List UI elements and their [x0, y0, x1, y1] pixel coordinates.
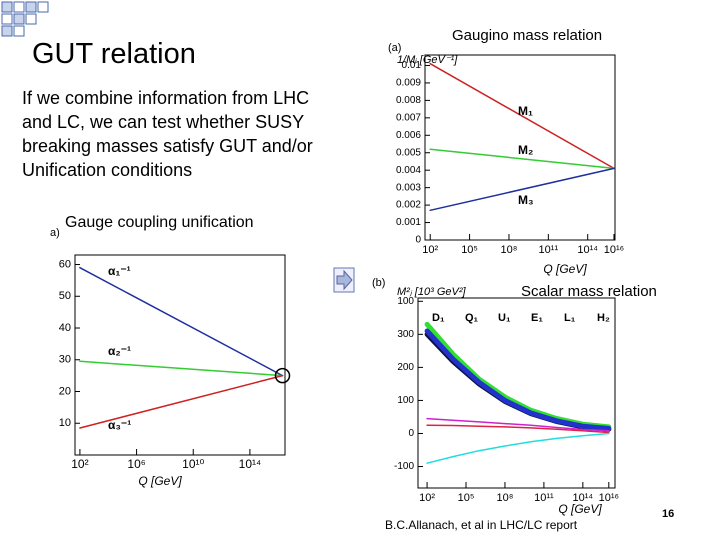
x-tick-label: 10¹⁶ [599, 492, 619, 504]
series-line [424, 321, 612, 430]
plot-frame [424, 54, 616, 241]
chart-title: Scalar mass relation [521, 283, 657, 300]
y-tick-label: 100 [397, 296, 414, 307]
series-line [429, 148, 615, 170]
y-tick-label: 0 [408, 428, 414, 439]
x-tick-label: 10⁸ [497, 492, 514, 504]
corner-squares [1, 1, 49, 37]
x-tick-label: 10⁶ [127, 457, 145, 471]
x-tick-label: 10¹¹ [534, 492, 554, 504]
x-tick-label: 10¹⁴ [573, 492, 594, 504]
y-tick-label: 0.007 [396, 112, 421, 123]
legend-label: L₁ [564, 312, 576, 324]
x-tick-label: 10¹¹ [539, 244, 559, 256]
legend-label: Q₁ [465, 312, 479, 324]
slide-title: GUT relation [32, 38, 196, 70]
plot-frame [417, 297, 616, 489]
unification-circle [274, 367, 291, 384]
legend-label: H₂ [597, 312, 610, 324]
series-label: α₁⁻¹ [108, 264, 131, 278]
y-tick-label: 0.009 [396, 78, 421, 89]
series-line [79, 374, 284, 429]
y-tick-label: 60 [59, 258, 71, 270]
panel-label: a) [50, 227, 60, 239]
y-tick-label: 0.002 [396, 200, 421, 211]
series-line [424, 331, 612, 432]
y-tick-label: 0.004 [396, 165, 421, 176]
y-tick-label: 10 [59, 417, 71, 429]
x-tick-label: 10² [419, 492, 435, 504]
series-label: α₃⁻¹ [108, 418, 131, 432]
panel-label: (b) [372, 277, 385, 289]
y-axis-label: 1/Mᵢ [GeV⁻¹] [397, 54, 458, 66]
y-tick-label: 0.001 [396, 217, 421, 228]
series-line [424, 328, 612, 431]
series-line [429, 167, 615, 212]
x-tick-label: 10¹⁰ [182, 457, 204, 471]
y-tick-label: 0.006 [396, 130, 421, 141]
body-text: If we combine information from LHC and L… [22, 88, 313, 180]
series-label: M₁ [518, 104, 533, 118]
x-axis-label: Q [GeV] [558, 502, 602, 516]
y-tick-label: 30 [59, 354, 71, 366]
x-axis-label: Q [GeV] [138, 474, 182, 488]
panel-label: (a) [388, 42, 401, 54]
x-tick-label: 10⁸ [501, 244, 518, 256]
y-tick-label: 20 [59, 385, 71, 397]
x-tick-label: 10¹⁴ [577, 244, 598, 256]
arrow-icon [333, 267, 355, 293]
y-tick-label: 40 [59, 322, 71, 334]
x-tick-label: 10⁵ [458, 492, 475, 504]
y-tick-label: 300 [397, 329, 414, 340]
series-line [426, 417, 610, 432]
x-tick-label: 10¹⁶ [604, 244, 624, 256]
legend-label: U₁ [498, 312, 511, 324]
series-line [426, 432, 610, 464]
y-tick-label: 100 [397, 395, 414, 406]
plot-frame [74, 254, 286, 456]
x-tick-label: 10⁵ [461, 244, 478, 256]
x-tick-label: 10¹⁴ [239, 457, 262, 471]
legend-label: D₁ [432, 312, 445, 324]
y-tick-label: -100 [394, 461, 414, 472]
y-tick-label: 0.01 [402, 60, 422, 71]
y-axis-label: M²ⱼ [10³ GeV²] [397, 286, 466, 298]
series-line [79, 266, 284, 377]
x-axis-label: Q [GeV] [543, 262, 587, 276]
x-tick-label: 10² [422, 244, 438, 256]
series-label: M₂ [518, 143, 533, 157]
series-line [79, 360, 284, 377]
series-label: M₃ [518, 193, 534, 207]
footer: B.C.Allanach, et al in LHC/LC report [385, 518, 578, 532]
page-number: 16 [662, 508, 675, 520]
chart-title: Gauge coupling unification [65, 214, 254, 231]
y-tick-label: 50 [59, 290, 71, 302]
y-tick-label: 0.003 [396, 182, 421, 193]
y-tick-label: 0.008 [396, 95, 421, 106]
series-line [426, 424, 610, 434]
y-tick-label: 200 [397, 362, 414, 373]
x-tick-label: 10² [71, 457, 88, 471]
chart-title: Gaugino mass relation [452, 27, 602, 44]
y-tick-label: 0 [415, 235, 421, 246]
series-label: α₂⁻¹ [108, 344, 131, 358]
legend-label: E₁ [531, 312, 543, 324]
y-tick-label: 0.005 [396, 147, 421, 158]
series-line [429, 62, 615, 170]
